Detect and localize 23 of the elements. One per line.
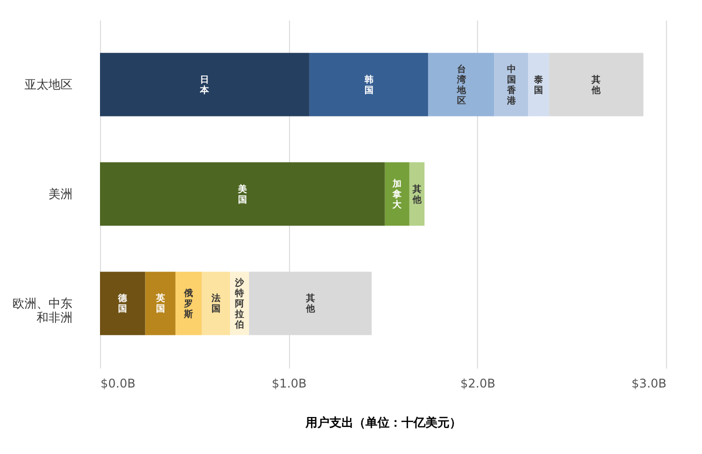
- series-label: 其他: [304, 293, 316, 315]
- series-label: 其他: [411, 184, 422, 206]
- series-label: 日本: [199, 74, 210, 96]
- x-tick-label: $1.0B: [272, 376, 307, 390]
- series-label: 加拿大: [392, 178, 403, 210]
- series-label: 沙特阿拉伯: [234, 277, 246, 330]
- series-label: 法国: [210, 293, 221, 315]
- series-label: 英国: [154, 293, 165, 315]
- y-tick-label: 亚太地区: [24, 78, 72, 92]
- series-label: 泰国: [533, 74, 544, 96]
- series-label: 俄罗斯: [183, 288, 194, 320]
- y-tick-label: 美洲: [48, 187, 72, 201]
- series-label: 韩国: [363, 74, 374, 96]
- series-label: 美国: [236, 184, 247, 206]
- series-label: 德国: [117, 293, 128, 315]
- series-label: 其他: [590, 74, 602, 96]
- x-axis-title: 用户支出（单位：十亿美元）: [304, 416, 462, 430]
- x-tick-label: $2.0B: [460, 376, 496, 390]
- x-tick-label: $0.0B: [100, 376, 136, 390]
- series-label: 中国香港: [506, 64, 517, 106]
- y-tick-label: 欧洲、中东和非洲: [12, 296, 72, 324]
- series-label: 台湾地区: [456, 64, 467, 106]
- x-tick-label: $3.0B: [632, 376, 666, 390]
